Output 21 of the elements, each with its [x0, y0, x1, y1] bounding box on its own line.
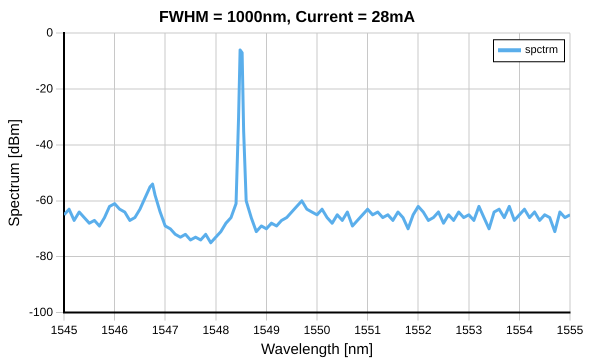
y-tick-label: -60: [36, 193, 54, 208]
chart-title: FWHM = 1000nm, Current = 28mA: [158, 9, 416, 26]
x-tick-label: 1545: [50, 323, 78, 338]
x-tick-label: 1551: [354, 323, 382, 338]
y-tick-label: -40: [36, 137, 54, 152]
x-tick-label: 1554: [506, 323, 534, 338]
x-tick-label: 1548: [202, 323, 230, 338]
y-tick-label: -20: [36, 81, 54, 96]
x-tick-label: 1550: [304, 323, 331, 338]
y-axis-title: Spectrum [dBm]: [6, 119, 24, 227]
x-tick-label: 1552: [404, 323, 432, 338]
x-tick-label: 1553: [455, 323, 482, 338]
y-tick-label: -100: [28, 304, 54, 319]
x-axis-title: Wavelength [nm]: [261, 341, 374, 358]
x-tick-label: 1547: [152, 323, 179, 338]
legend-label: spctrm: [525, 44, 558, 56]
y-tick-label: -80: [36, 249, 54, 264]
y-tick-label: 0: [46, 26, 54, 40]
x-tick-label: 1555: [556, 323, 584, 338]
x-tick-label: 1549: [253, 323, 280, 338]
x-tick-label: 1546: [101, 323, 128, 338]
